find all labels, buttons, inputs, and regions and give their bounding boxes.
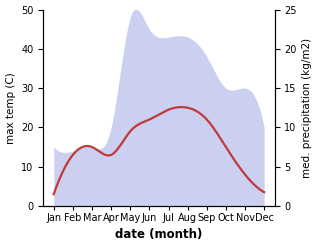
Y-axis label: max temp (C): max temp (C) (5, 72, 16, 144)
Y-axis label: med. precipitation (kg/m2): med. precipitation (kg/m2) (302, 38, 313, 178)
X-axis label: date (month): date (month) (115, 228, 203, 242)
